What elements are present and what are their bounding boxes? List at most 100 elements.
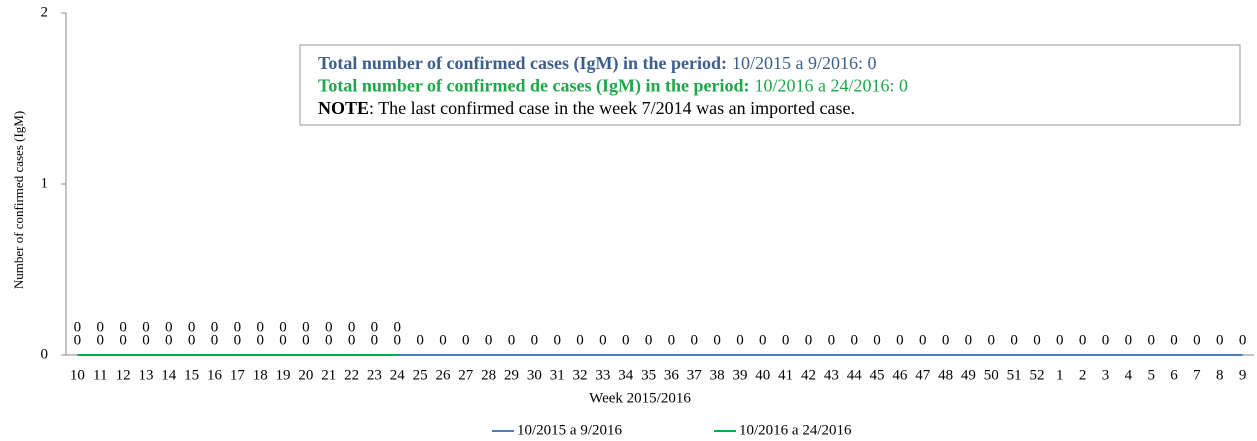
data-label: 0 [942,332,950,348]
data-label: 0 [668,332,676,348]
data-label: 0 [74,332,82,348]
data-label: 0 [302,319,310,335]
x-tick-label: 11 [93,367,107,383]
data-label: 0 [119,332,127,348]
x-tick-label: 17 [230,367,246,383]
annotation-text: 10/2015 a 9/2016: 0 [732,53,877,73]
data-label: 0 [142,319,150,335]
data-label: 0 [1193,332,1201,348]
y-tick-label: 0 [41,346,49,362]
x-tick-label: 25 [413,367,428,383]
annotation-box [299,44,1241,126]
annotation: Total number of confirmed de cases (IgM)… [318,76,908,97]
data-label: 0 [234,332,242,348]
legend-label: 10/2015 a 9/2016 [517,422,622,438]
y-tick-label: 2 [41,4,49,20]
x-tick-label: 30 [527,367,542,383]
data-label: 0 [371,332,379,348]
data-label: 0 [1239,332,1247,348]
x-tick-label: 28 [481,367,496,383]
data-label: 0 [1147,332,1155,348]
y-axis-label: Number of confirmed cases (IgM) [11,111,26,289]
x-tick-label: 24 [390,367,406,383]
data-label: 0 [553,332,561,348]
data-label: 0 [759,332,767,348]
data-label: 0 [439,332,447,348]
x-tick-label: 13 [138,367,153,383]
annotation-text: : The last confirmed case in the week 7/… [369,98,855,118]
x-tick-label: 26 [435,367,451,383]
x-tick-label: 31 [550,367,565,383]
x-tick-label: 41 [778,367,793,383]
x-tick-label: 4 [1125,367,1133,383]
annotation-bold: Total number of confirmed de cases (IgM)… [318,76,749,97]
data-label: 0 [279,332,287,348]
data-label: 0 [188,332,196,348]
data-label: 0 [1125,332,1133,348]
data-label: 0 [74,319,82,335]
data-label: 0 [873,332,881,348]
data-label: 0 [896,332,904,348]
x-tick-label: 45 [870,367,885,383]
x-tick-label: 22 [344,367,359,383]
legend-label: 10/2016 a 24/2016 [739,422,852,438]
x-tick-label: 50 [984,367,999,383]
x-tick-label: 18 [253,367,268,383]
data-label: 0 [97,332,105,348]
x-tick-label: 7 [1193,367,1201,383]
data-label: 0 [1079,332,1087,348]
x-tick-label: 34 [618,367,634,383]
data-label: 0 [462,332,470,348]
x-tick-label: 14 [161,367,177,383]
x-tick-label: 3 [1102,367,1110,383]
data-label: 0 [828,332,836,348]
data-label: 0 [371,319,379,335]
x-tick-label: 46 [892,367,908,383]
data-label: 0 [142,332,150,348]
x-tick-label: 48 [938,367,953,383]
x-axis-label: Week 2015/2016 [589,390,691,406]
data-label: 0 [325,319,333,335]
data-label: 0 [782,332,790,348]
data-label: 0 [394,332,402,348]
data-label: 0 [97,319,105,335]
data-label: 0 [576,332,584,348]
y-tick-label: 1 [41,175,49,191]
data-label: 0 [394,319,402,335]
data-label: 0 [805,332,813,348]
x-tick-label: 35 [641,367,656,383]
data-label: 0 [256,332,264,348]
x-tick-label: 5 [1147,367,1155,383]
data-label: 0 [119,319,127,335]
x-tick-label: 27 [458,367,474,383]
data-label: 0 [1010,332,1018,348]
data-label: 0 [302,332,310,348]
x-tick-label: 47 [915,367,931,383]
data-label: 0 [325,332,333,348]
x-tick-label: 10 [70,367,85,383]
data-label: 0 [919,332,927,348]
x-tick-label: 43 [824,367,839,383]
data-label: 0 [256,319,264,335]
x-tick-label: 33 [595,367,610,383]
x-tick-label: 1 [1056,367,1064,383]
x-tick-label: 52 [1029,367,1044,383]
data-label: 0 [1216,332,1224,348]
data-label: 0 [211,332,219,348]
x-tick-label: 23 [367,367,382,383]
x-tick-label: 9 [1239,367,1247,383]
data-label: 0 [348,319,356,335]
x-tick-label: 8 [1216,367,1224,383]
annotation: Total number of confirmed cases (IgM) in… [318,53,876,74]
x-tick-label: 6 [1170,367,1178,383]
data-label: 0 [691,332,699,348]
x-tick-label: 44 [847,367,863,383]
x-tick-label: 29 [504,367,519,383]
data-label: 0 [1170,332,1178,348]
data-label: 0 [1033,332,1041,348]
x-tick-label: 38 [710,367,725,383]
x-tick-label: 32 [573,367,588,383]
x-tick-label: 36 [664,367,680,383]
data-label: 0 [485,332,493,348]
data-label: 0 [188,319,196,335]
